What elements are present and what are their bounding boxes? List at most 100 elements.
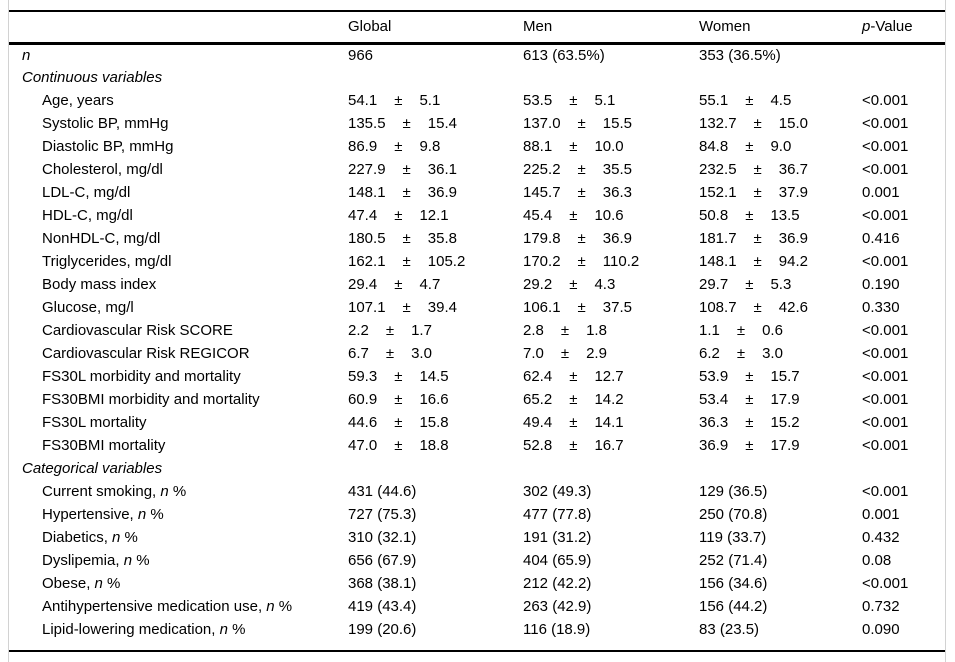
men-value-cell: 191 (31.2): [523, 529, 592, 546]
mean-value: 86.9: [348, 138, 378, 155]
global-value-cell: 47.4 ±12.1: [348, 204, 523, 227]
global-value-cell: [348, 66, 523, 89]
men-value-cell: 29.2 ±4.3: [523, 273, 699, 296]
plus-minus-symbol: ±: [745, 391, 754, 408]
sd-value: 15.8: [419, 414, 449, 431]
plus-minus-symbol: ±: [577, 253, 586, 270]
plus-minus-symbol: ±: [753, 161, 762, 178]
table-frame: Global Men Women p-Value n 966 613 (63.5%)…: [8, 0, 946, 662]
sd-value: 1.7: [411, 322, 432, 339]
table-row: n 966 613 (63.5%) 353 (36.5%): [9, 43, 945, 66]
mean-value: 162.1: [348, 253, 386, 270]
sd-value: 15.0: [778, 115, 808, 132]
mean-value: 36.3: [699, 414, 729, 431]
pvalue-label-rest: -Value: [870, 18, 913, 36]
row-label-cell: Antihypertensive medication use, n %: [42, 598, 293, 615]
plus-minus-symbol: ±: [577, 230, 586, 247]
row-label-cell: Cardiovascular Risk SCORE: [42, 322, 233, 339]
plus-minus-symbol: ±: [569, 207, 578, 224]
global-value-cell: 727 (75.3): [348, 506, 417, 523]
row-label-cell: Continuous variables: [22, 69, 163, 86]
p-value-cell: 0.08: [862, 552, 892, 569]
men-value-cell: 225.2 ±35.5: [523, 158, 699, 181]
row-label-cell: Current smoking, n %: [42, 483, 187, 500]
sd-value: 12.1: [419, 207, 449, 224]
mean-value: 29.7: [699, 276, 729, 293]
mean-value: 108.7: [699, 299, 737, 316]
p-value-cell: <0.001: [862, 391, 909, 408]
sd-value: 36.9: [778, 230, 808, 247]
plus-minus-symbol: ±: [394, 437, 403, 454]
mean-value: 2.8: [523, 322, 544, 339]
mean-value: 180.5: [348, 230, 386, 247]
p-value-cell: [862, 43, 945, 66]
n-suffix-rest: %: [146, 506, 164, 523]
sd-value: 15.4: [427, 115, 457, 132]
global-value-cell: 431 (44.6): [348, 483, 417, 500]
plus-minus-symbol: ±: [736, 322, 746, 339]
row-label-cell: Obese, n %: [42, 575, 121, 592]
sd-value: 2.9: [586, 345, 607, 362]
global-value-cell: [348, 457, 523, 480]
global-value-cell: 162.1 ±105.2: [348, 250, 523, 273]
mean-value: 29.4: [348, 276, 378, 293]
global-value-cell: 368 (38.1): [348, 575, 417, 592]
p-value-cell: [862, 66, 945, 89]
sd-value: 14.5: [419, 368, 449, 385]
table-row: Age, years 54.1 ±5.1 53.5 ±5.1 55.1 ±4.5 <0.001: [9, 89, 945, 112]
women-value-cell: [699, 66, 862, 89]
mean-value: 137.0: [523, 115, 561, 132]
p-value-cell: <0.001: [862, 368, 909, 385]
women-value-cell: 36.3 ±15.2: [699, 411, 862, 434]
n-suffix-italic: n: [112, 529, 121, 546]
plus-minus-symbol: ±: [745, 276, 754, 293]
table-row: Dyslipemia, n % 656 (67.9) 404 (65.9) 252 (…: [9, 549, 945, 572]
p-value-cell: 0.090: [862, 621, 900, 638]
mean-value: 1.1: [699, 322, 720, 339]
p-value-cell: [862, 457, 945, 480]
global-value-cell: 227.9 ±36.1: [348, 158, 523, 181]
plus-minus-symbol: ±: [569, 138, 578, 155]
table-row: Continuous variables: [9, 66, 945, 89]
women-value-cell: 252 (71.4): [699, 552, 768, 569]
sd-value: 1.8: [586, 322, 607, 339]
n-suffix-rest: %: [132, 552, 150, 569]
plus-minus-symbol: ±: [569, 391, 578, 408]
mean-value: 152.1: [699, 184, 737, 201]
row-label-cell: NonHDL-C, mg/dl: [42, 230, 161, 247]
sd-value: 3.0: [762, 345, 783, 362]
plus-minus-symbol: ±: [736, 345, 746, 362]
table-row: FS30L mortality 44.6 ±15.8 49.4 ±14.1 36.3 ±15…: [9, 411, 945, 434]
mean-value: 179.8: [523, 230, 561, 247]
global-value-cell: 29.4 ±4.7: [348, 273, 523, 296]
mean-value: 54.1: [348, 92, 378, 109]
n-suffix-italic: n: [266, 598, 275, 615]
global-value-cell: 2.2 ±1.7: [348, 319, 523, 342]
table-row: NonHDL-C, mg/dl 180.5 ±35.8 179.8 ±36.9 181.7…: [9, 227, 945, 250]
sd-value: 36.9: [602, 230, 632, 247]
plus-minus-symbol: ±: [402, 253, 411, 270]
women-value-cell: 148.1 ±94.2: [699, 250, 862, 273]
plus-minus-symbol: ±: [402, 299, 411, 316]
women-value-cell: [699, 457, 862, 480]
table-row: Obese, n % 368 (38.1) 212 (42.2) 156 (34.6)…: [9, 572, 945, 595]
global-value-cell: 180.5 ±35.8: [348, 227, 523, 250]
mean-value: 52.8: [523, 437, 553, 454]
row-label-cell: LDL-C, mg/dl: [42, 184, 131, 201]
men-value-cell: 137.0 ±15.5: [523, 112, 699, 135]
mean-value: 59.3: [348, 368, 378, 385]
mean-value: 50.8: [699, 207, 729, 224]
sd-value: 14.1: [594, 414, 624, 431]
mean-value: 7.0: [523, 345, 544, 362]
mean-value: 29.2: [523, 276, 553, 293]
table-row: Categorical variables: [9, 457, 945, 480]
women-value-cell: 53.9 ±15.7: [699, 365, 862, 388]
global-value-cell: 310 (32.1): [348, 529, 417, 546]
sd-value: 17.9: [770, 391, 800, 408]
mean-value: 145.7: [523, 184, 561, 201]
women-value-cell: 29.7 ±5.3: [699, 273, 862, 296]
pvalue-italic-p: p: [862, 18, 871, 36]
sd-value: 18.8: [419, 437, 449, 454]
women-value-cell: 156 (44.2): [699, 598, 768, 615]
mean-value: 45.4: [523, 207, 553, 224]
